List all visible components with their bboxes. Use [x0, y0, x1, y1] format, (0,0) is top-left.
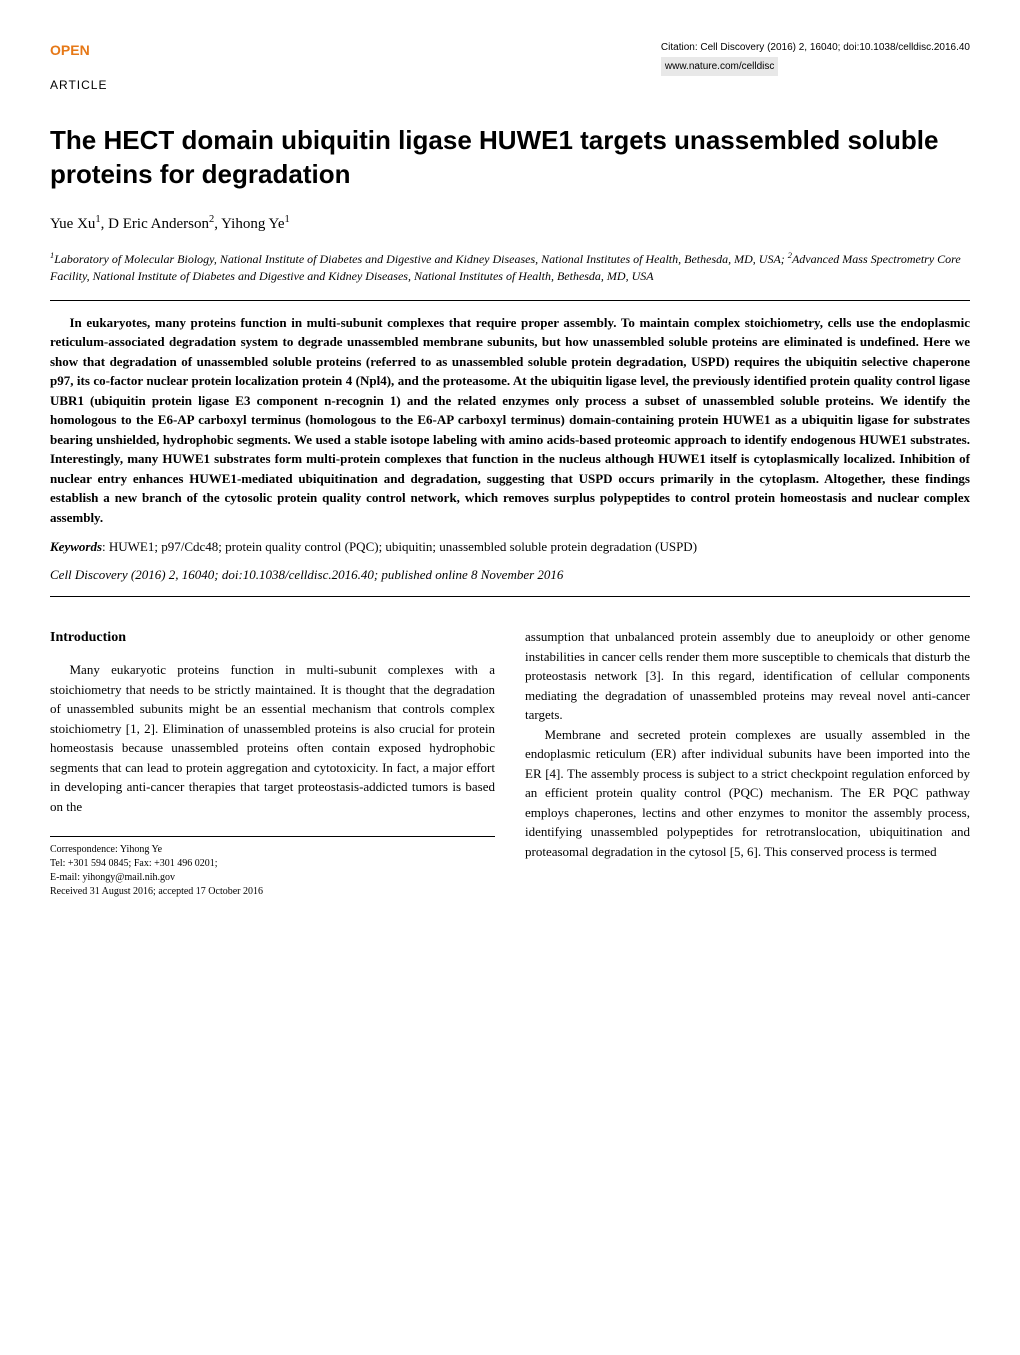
- keywords-label: Keywords: [50, 539, 102, 554]
- author-2: , D Eric Anderson: [101, 216, 209, 232]
- body-para-3: Membrane and secreted protein complexes …: [525, 725, 970, 862]
- abstract-section: In eukaryotes, many proteins function in…: [50, 300, 970, 598]
- citation-text: Citation: Cell Discovery (2016) 2, 16040…: [661, 40, 970, 55]
- corr-email: E-mail: yihongy@mail.nih.gov: [50, 871, 495, 885]
- body-para-2: assumption that unbalanced protein assem…: [525, 627, 970, 725]
- corr-dates: Received 31 August 2016; accepted 17 Oct…: [50, 885, 495, 899]
- article-title: The HECT domain ubiquitin ligase HUWE1 t…: [50, 124, 970, 192]
- intro-heading: Introduction: [50, 627, 495, 648]
- open-access-label: OPEN: [50, 40, 107, 61]
- abstract-text: In eukaryotes, many proteins function in…: [50, 313, 970, 528]
- header-right: Citation: Cell Discovery (2016) 2, 16040…: [661, 40, 970, 76]
- left-column: Introduction Many eukaryotic proteins fu…: [50, 627, 495, 899]
- publication-info: Cell Discovery (2016) 2, 16040; doi:10.1…: [50, 565, 970, 585]
- header-left: OPEN ARTICLE: [50, 40, 107, 94]
- author-3: , Yihong Ye: [214, 216, 284, 232]
- article-type-label: ARTICLE: [50, 76, 107, 94]
- keywords-text: : HUWE1; p97/Cdc48; protein quality cont…: [102, 539, 697, 554]
- author-1: Yue Xu: [50, 216, 95, 232]
- authors-list: Yue Xu1, D Eric Anderson2, Yihong Ye1: [50, 212, 970, 236]
- author-3-sup: 1: [285, 214, 290, 225]
- right-column: assumption that unbalanced protein assem…: [525, 627, 970, 899]
- keywords: Keywords: HUWE1; p97/Cdc48; protein qual…: [50, 537, 970, 557]
- journal-url: www.nature.com/celldisc: [661, 57, 778, 76]
- affiliations: 1Laboratory of Molecular Biology, Nation…: [50, 250, 970, 285]
- corr-name: Correspondence: Yihong Ye: [50, 843, 495, 857]
- aff-1-text: Laboratory of Molecular Biology, Nationa…: [54, 252, 788, 266]
- body-content: Introduction Many eukaryotic proteins fu…: [50, 627, 970, 899]
- corr-tel-fax: Tel: +301 594 0845; Fax: +301 496 0201;: [50, 857, 495, 871]
- correspondence-block: Correspondence: Yihong Ye Tel: +301 594 …: [50, 836, 495, 899]
- page-header: OPEN ARTICLE Citation: Cell Discovery (2…: [50, 40, 970, 94]
- body-para-1: Many eukaryotic proteins function in mul…: [50, 660, 495, 816]
